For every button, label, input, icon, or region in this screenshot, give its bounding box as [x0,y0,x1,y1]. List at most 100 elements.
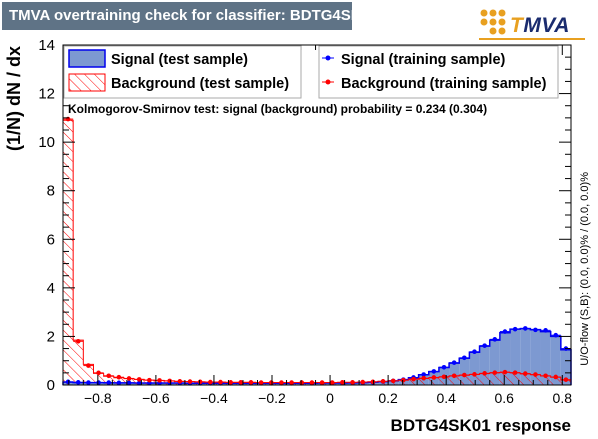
legend-box-training [318,45,559,99]
background-train-marker [136,377,142,382]
background-train-marker [279,380,284,385]
y-tick-label: 14 [38,37,55,54]
background-train-marker [86,363,91,368]
background-test-bar [479,373,490,385]
background-train-marker [197,379,203,385]
background-train-marker [360,379,366,385]
legend-background-test-label: Background (test sample) [111,76,289,92]
y-tick-label: 4 [47,280,55,297]
x-tick-label: 0.4 [436,390,456,406]
background-train-marker [218,379,223,385]
background-train-marker [329,380,335,385]
background-train-marker [147,377,152,383]
signal-train-marker [553,332,559,338]
chart-title: TMVA overtraining check for classifier: … [2,2,378,30]
signal-train-marker [441,364,447,370]
logo-text: TMVA [510,14,570,37]
x-axis: −0.8 −0.6 −0.4 −0.2 0 0.2 0.4 0.6 0.8 [68,45,572,406]
background-train-marker [512,370,518,375]
background-test-bar [489,372,500,385]
background-train-marker [309,380,315,385]
signal-train-marker [126,380,132,386]
background-train-marker [157,378,162,383]
y-tick-label: 10 [38,134,55,151]
background-test-bar [469,374,480,385]
background-train-marker [340,380,345,385]
background-train-marker [533,372,538,377]
y-tick-label: 0 [47,377,55,394]
background-train-marker [126,376,132,381]
background-train-marker [167,378,172,384]
background-train-marker [451,373,457,379]
background-train-marker [390,378,396,384]
x-tick-label: 0.2 [378,390,398,406]
legend-background-train-label: Background (training sample) [341,76,547,92]
ks-test-text: Kolmogorov-Smirnov test: signal (backgro… [68,102,487,116]
background-train-marker [187,379,193,384]
legend-background-test-swatch [68,73,106,92]
signal-test-bar [510,329,521,385]
background-test-bar [63,120,74,386]
background-train-marker [462,372,467,378]
x-tick-label: −0.6 [142,390,170,406]
background-test-bar [530,374,541,385]
background-train-marker [441,374,447,380]
background-test-bar [73,340,84,385]
background-test-bar [408,379,419,385]
background-train-marker [289,380,294,385]
background-train-marker [482,371,487,376]
x-tick-label: −0.4 [200,390,228,406]
background-test-bar [428,377,439,385]
legend-signal-train-label: Signal (training sample) [341,52,506,68]
background-train-marker [431,375,437,380]
tmva-logo: TMVA [476,8,588,44]
y-tick-label: 2 [47,328,55,345]
legend-signal-train-marker [325,55,331,61]
signal-test-bar [560,349,571,385]
y-tick-label: 12 [38,86,55,103]
background-train-marker [502,369,508,375]
background-train-marker [75,338,81,344]
legend-background-train-marker [325,79,331,85]
signal-train-marker [65,379,71,385]
background-train-marker [401,377,406,383]
signal-test-bar [459,358,470,385]
signal-test-bar [489,340,500,385]
background-test-bar [510,372,521,385]
y-tick-label: 6 [47,231,55,248]
background-test-bar [449,376,460,385]
signal-test-bar [520,328,531,385]
signal-test-bar [469,352,480,385]
background-train-marker [208,379,213,385]
signal-train-marker [543,328,548,333]
background-train-marker [116,374,122,380]
background-train-marker [411,376,416,382]
background-train-marker [522,371,528,376]
signal-train-marker [533,327,538,333]
background-train-marker [319,380,325,385]
background-train-marker [299,380,305,385]
background-test-bar [93,373,104,385]
background-test-bar [459,375,470,385]
signal-test-bar [540,331,551,385]
signal-test-bar [479,346,490,385]
background-test-bar [550,377,561,385]
overflow-text: U/O-flow (S,B): (0.0, 0.0)% / (0.0, 0.0)… [579,172,591,366]
signal-train-marker [462,355,467,361]
histogram-layer [62,119,572,386]
signal-train-marker [86,380,91,385]
background-test-bar [83,364,94,385]
background-train-marker [380,379,386,384]
y-axis-label: (1/N) dN / dx [4,46,24,151]
background-test-bar [560,380,571,385]
background-test-bar [418,378,429,385]
signal-train-marker [431,369,437,374]
background-train-marker [350,380,355,385]
signal-train-marker [451,360,457,365]
x-axis-label: BDTG4SK01 response [391,416,571,435]
background-train-marker [421,375,426,381]
background-test-bar [398,380,409,385]
signal-test-bar [550,336,561,385]
signal-train-marker [96,380,101,385]
